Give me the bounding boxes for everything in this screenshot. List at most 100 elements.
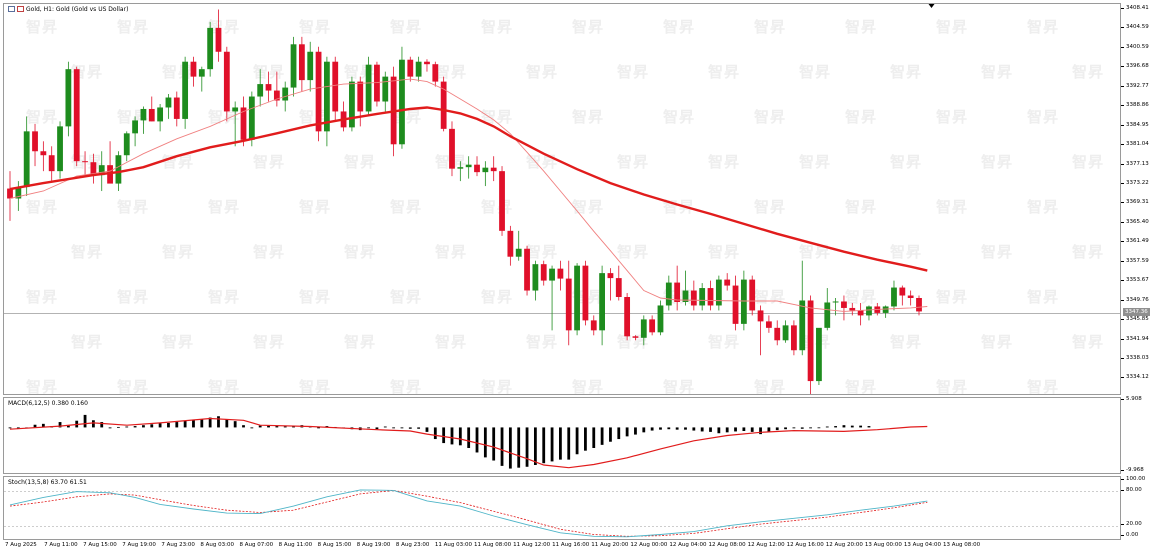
candle-body bbox=[557, 268, 564, 279]
macd-histogram-bar bbox=[433, 427, 437, 440]
candle-body bbox=[57, 126, 63, 172]
macd-histogram-bar bbox=[834, 426, 838, 428]
price-axis-label: 3373.22 bbox=[1121, 179, 1149, 186]
macd-histogram-bar bbox=[559, 427, 562, 460]
candle-body bbox=[190, 61, 197, 77]
macd-histogram-bar bbox=[650, 427, 654, 431]
candle-body bbox=[657, 305, 664, 333]
candle-body bbox=[590, 320, 597, 331]
candle-body bbox=[232, 107, 239, 112]
macd-pane[interactable]: MACD(6,12,5) 0.380 0.160 bbox=[3, 397, 1121, 474]
candle-body bbox=[524, 248, 530, 291]
macd-histogram-bar bbox=[542, 427, 546, 464]
indicator-icon[interactable] bbox=[17, 6, 24, 12]
macd-histogram-bar bbox=[533, 427, 537, 465]
macd-histogram-bar bbox=[400, 427, 404, 429]
candle-body bbox=[649, 319, 656, 333]
candle-body bbox=[265, 84, 272, 91]
macd-histogram-bar bbox=[609, 427, 612, 442]
time-axis-label: 8 Aug 07:00 bbox=[239, 542, 274, 548]
macd-histogram-bar bbox=[225, 419, 229, 428]
macd-histogram-bar bbox=[617, 427, 621, 440]
candle-body bbox=[599, 273, 606, 331]
candle-body bbox=[715, 279, 722, 306]
time-axis-label: 7 Aug 15:00 bbox=[83, 542, 117, 548]
price-chart-pane[interactable]: Gold, H1: Gold (Gold vs US Dollar) 智昇 智昇智… bbox=[3, 3, 1121, 395]
macd-histogram-bar bbox=[759, 427, 762, 435]
candle-body bbox=[891, 287, 897, 307]
candle-body bbox=[549, 268, 555, 281]
candle-body bbox=[282, 87, 289, 101]
macd-histogram-bar bbox=[567, 427, 571, 460]
candle-body bbox=[615, 278, 622, 298]
macd-histogram-bar bbox=[208, 417, 212, 428]
stochastic-axis-label: 80.00 bbox=[1121, 486, 1142, 493]
chart-title-text: Gold, H1: Gold (Gold vs US Dollar) bbox=[26, 6, 129, 13]
macd-axis: 5.908 -9.968 bbox=[1121, 396, 1158, 474]
time-axis-label: 11 Aug 20:00 bbox=[591, 542, 629, 548]
macd-histogram-bar bbox=[142, 425, 145, 428]
time-axis-label: 8 Aug 15:00 bbox=[317, 542, 352, 548]
candle-body bbox=[690, 290, 697, 306]
macd-histogram-bar bbox=[367, 427, 370, 429]
stochastic-pane[interactable]: Stoch(13,5,8) 63.70 61.51 bbox=[3, 476, 1121, 540]
macd-histogram-bar bbox=[442, 427, 446, 444]
candle-body bbox=[15, 187, 22, 199]
price-axis-label: 3369.31 bbox=[1121, 199, 1149, 206]
price-axis-label: 3365.40 bbox=[1121, 218, 1149, 225]
candle-body bbox=[765, 321, 772, 328]
candle-body bbox=[215, 27, 222, 52]
candle-body bbox=[48, 155, 55, 172]
macd-histogram-bar bbox=[525, 427, 529, 467]
candle-body bbox=[490, 167, 497, 172]
macd-histogram-bar bbox=[242, 425, 245, 428]
candle-body bbox=[349, 81, 355, 128]
macd-histogram-bar bbox=[717, 427, 721, 434]
time-axis-label: 12 Aug 20:00 bbox=[825, 542, 863, 548]
macd-histogram-bar bbox=[600, 427, 604, 445]
macd-histogram-bar bbox=[867, 426, 871, 428]
macd-signal-line bbox=[9, 417, 928, 469]
candle-body bbox=[674, 282, 681, 302]
macd-histogram-bar bbox=[725, 427, 729, 433]
candle-body bbox=[640, 319, 647, 338]
macd-histogram-bar bbox=[41, 423, 45, 428]
chart-shift-marker-icon bbox=[928, 4, 935, 8]
macd-histogram-bar bbox=[625, 427, 629, 437]
macd-histogram-bar bbox=[842, 425, 846, 428]
time-axis-label: 12 Aug 00:00 bbox=[630, 542, 668, 548]
candle-body bbox=[357, 81, 364, 112]
time-axis-label: 12 Aug 12:00 bbox=[747, 542, 785, 548]
candle-body bbox=[782, 325, 789, 341]
macd-histogram-bar bbox=[575, 427, 579, 455]
candle-body bbox=[107, 165, 113, 184]
macd-histogram-bar bbox=[709, 427, 712, 432]
candle-body bbox=[332, 61, 339, 112]
candle-body bbox=[7, 188, 13, 199]
candle-body bbox=[424, 61, 430, 65]
candle-body bbox=[799, 300, 806, 351]
candle-body bbox=[565, 278, 572, 331]
macd-histogram-bar bbox=[100, 422, 104, 428]
time-axis-label: 12 Aug 16:00 bbox=[786, 542, 824, 548]
chart-properties-icon[interactable] bbox=[8, 6, 15, 12]
macd-histogram-bar bbox=[659, 427, 662, 430]
stochastic-chart-svg bbox=[4, 489, 1120, 538]
time-axis-label: 7 Aug 19:00 bbox=[122, 542, 156, 548]
macd-histogram-bar bbox=[692, 427, 696, 431]
macd-histogram-bar bbox=[167, 422, 170, 428]
candle-body bbox=[857, 310, 864, 316]
macd-histogram-bar bbox=[217, 416, 220, 428]
candle-body bbox=[132, 120, 138, 134]
price-axis-label: 3384.95 bbox=[1121, 121, 1149, 128]
candle-body bbox=[665, 282, 672, 306]
candle-body bbox=[457, 167, 464, 169]
candle-body bbox=[757, 310, 764, 322]
candle-body bbox=[182, 61, 189, 119]
price-axis-label: 3408.41 bbox=[1121, 4, 1149, 11]
time-axis-label: 7 Aug 11:00 bbox=[44, 542, 78, 548]
macd-histogram-bar bbox=[700, 427, 704, 432]
macd-histogram-bar bbox=[58, 422, 62, 428]
candle-body bbox=[882, 306, 889, 313]
macd-histogram-bar bbox=[283, 426, 287, 428]
